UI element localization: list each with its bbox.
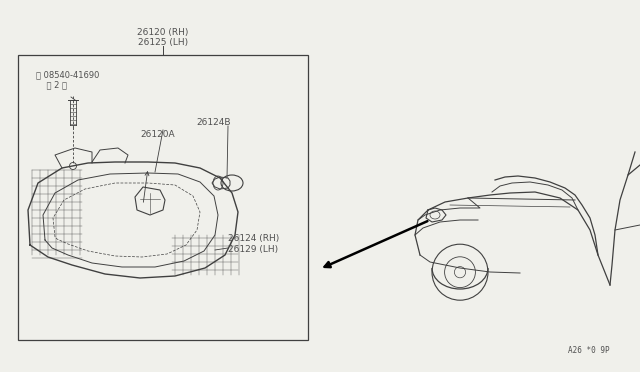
Text: 26124B: 26124B (196, 118, 230, 127)
Text: 26120A: 26120A (140, 130, 175, 139)
Text: A26 *0 9P: A26 *0 9P (568, 346, 610, 355)
Text: 26124 (RH)
26129 (LH): 26124 (RH) 26129 (LH) (228, 234, 279, 254)
Text: 26120 (RH)
26125 (LH): 26120 (RH) 26125 (LH) (138, 28, 189, 47)
Bar (18, 55, 308, 340)
Text: Ⓢ 08540-41690
    （ 2 ）: Ⓢ 08540-41690 （ 2 ） (36, 70, 99, 89)
